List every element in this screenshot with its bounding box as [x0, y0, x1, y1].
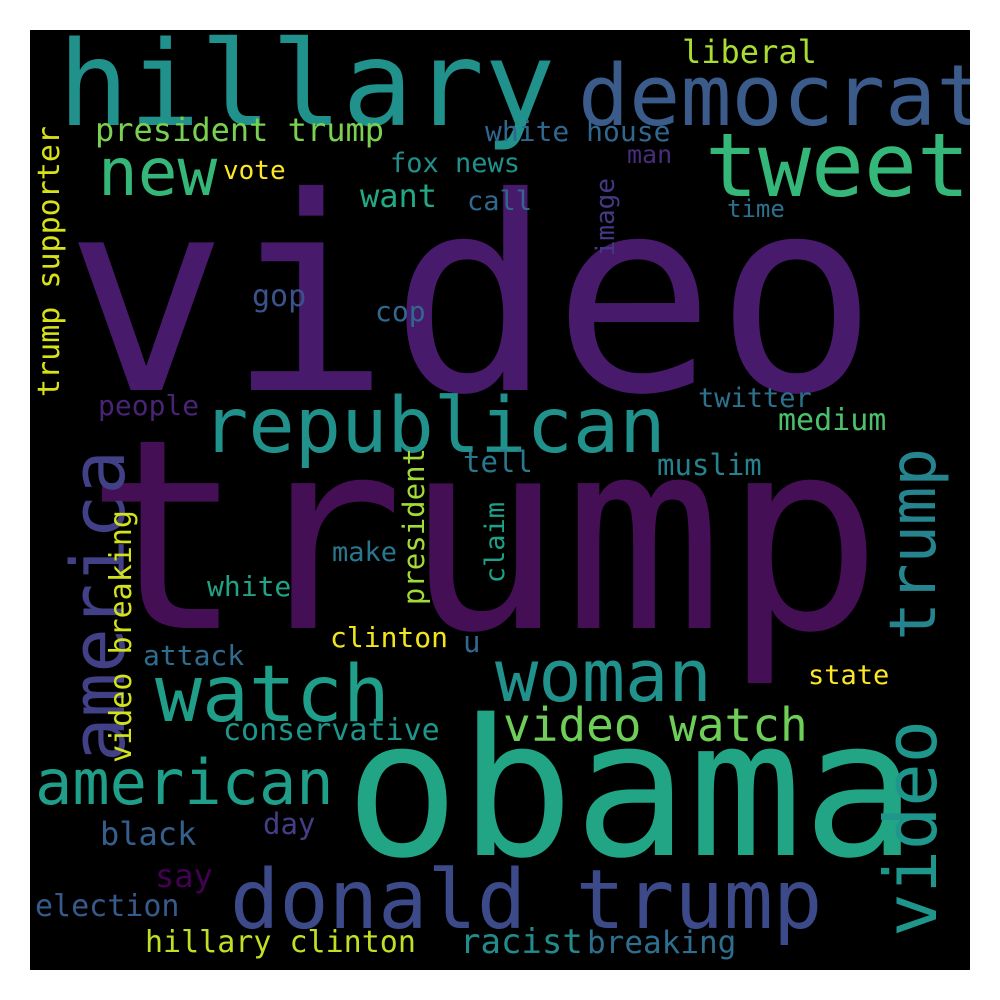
word-liberal: liberal [682, 33, 817, 71]
word-obama: obama [345, 679, 917, 900]
word-conservative: conservative [223, 713, 440, 748]
word-people: people [98, 389, 200, 422]
word-black: black [100, 815, 197, 853]
word-want: want [360, 177, 438, 215]
word-trump: trump [85, 383, 883, 691]
word-democrat: democrat [578, 47, 970, 146]
word-say: say [155, 857, 213, 895]
word-breaking: breaking [587, 925, 737, 961]
word-new: new [98, 134, 218, 211]
word-man: man [627, 140, 673, 169]
word-white-house: white house [485, 115, 671, 148]
word-time: time [727, 195, 785, 223]
word-video-breaking: video breaking [104, 510, 139, 763]
word-claim: claim [480, 502, 511, 584]
word-attack: attack [143, 639, 245, 672]
word-day: day [263, 807, 316, 841]
word-call: call [467, 186, 533, 217]
word-state: state [808, 660, 890, 691]
word-watch: watch [155, 650, 390, 740]
word-trump-supporter: trump supporter [32, 126, 67, 397]
word-donald-trump: donald trump [230, 853, 823, 948]
word-image: image [591, 178, 621, 257]
word-video-right: video [869, 720, 953, 937]
word-racist: racist [460, 922, 583, 962]
word-president-trump: president trump [95, 111, 384, 149]
word-medium: medium [778, 403, 887, 438]
word-video: video [65, 139, 878, 454]
word-president: president [397, 448, 431, 606]
word-clinton: clinton [330, 621, 449, 654]
word-gop: gop [252, 279, 307, 314]
word-hillary-clinton: hillary clinton [145, 925, 416, 960]
word-muslim: muslim [657, 448, 762, 482]
word-vote: vote [223, 156, 286, 186]
word-republican: republican [202, 382, 666, 471]
word-american: american [35, 746, 334, 819]
word-video-watch: video watch [503, 698, 808, 752]
word-woman: woman [495, 634, 712, 718]
word-tweet: tweet [705, 114, 970, 217]
word-fox-news: fox news [390, 148, 521, 179]
word-white: white [207, 570, 292, 603]
word-tell: tell [463, 445, 533, 479]
word-twitter: twitter [698, 383, 812, 414]
word-hillary: hillary [58, 30, 556, 153]
word-cloud: video trump obama hillary democrat tweet… [30, 30, 970, 970]
word-election: election [35, 889, 180, 924]
word-trump-right: trump [877, 448, 951, 641]
word-cop: cop [375, 295, 426, 328]
word-u: u [463, 625, 481, 659]
word-make: make [332, 537, 398, 568]
